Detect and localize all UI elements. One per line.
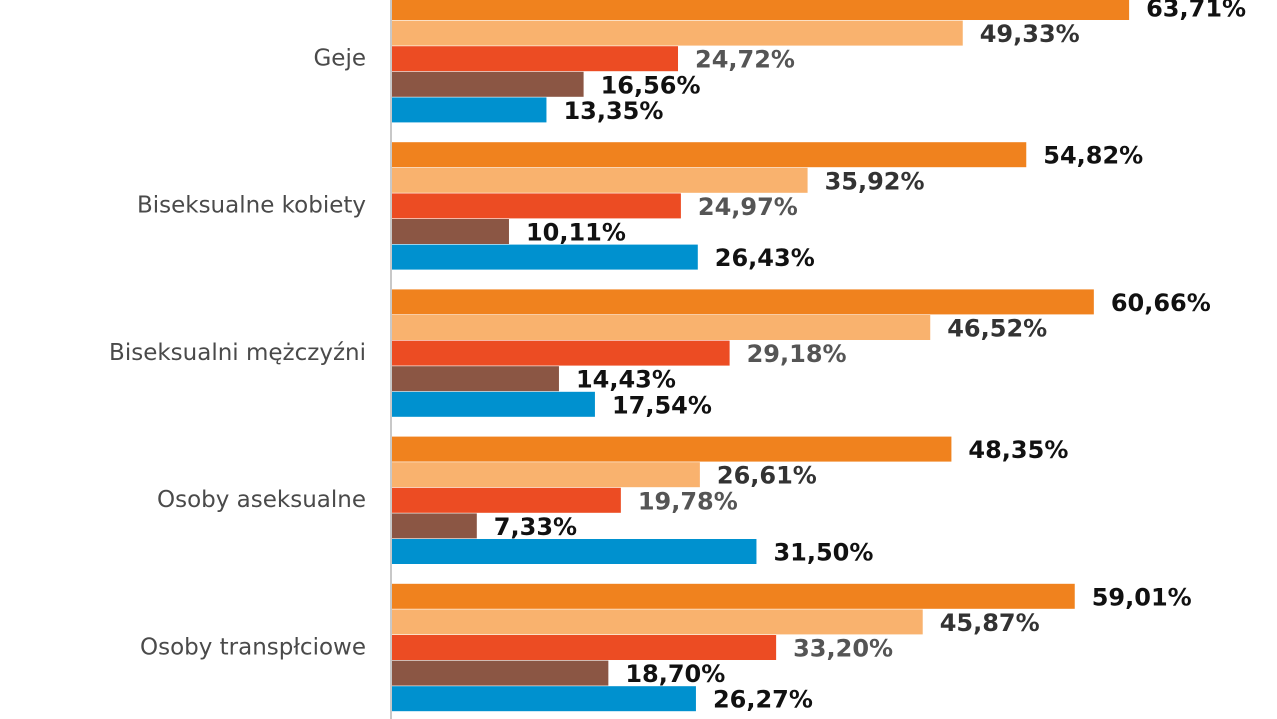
bar xyxy=(392,436,952,462)
bar xyxy=(392,20,963,46)
data-label: 7,33% xyxy=(494,513,577,541)
data-label: 63,71% xyxy=(1146,0,1246,23)
data-label: 24,72% xyxy=(695,46,795,74)
data-label: 18,70% xyxy=(625,660,725,688)
data-label: 29,18% xyxy=(747,340,847,368)
bar xyxy=(392,513,477,539)
bar xyxy=(392,660,609,686)
category-label: Biseksualni mężczyźni xyxy=(109,340,366,366)
category-labels: Geje Biseksualne kobiety Biseksualni mężcz… xyxy=(109,46,366,661)
bar xyxy=(392,219,509,244)
data-label: 17,54% xyxy=(612,391,712,419)
data-label: 26,61% xyxy=(717,462,817,490)
category-label: Osoby transpłciowe xyxy=(140,634,366,660)
data-label: 49,33% xyxy=(980,20,1080,48)
bar xyxy=(392,635,777,660)
data-label: 59,01% xyxy=(1092,583,1192,611)
bar xyxy=(392,97,547,123)
bar xyxy=(392,366,559,392)
data-label: 54,82% xyxy=(1043,142,1143,170)
data-label: 16,56% xyxy=(601,71,701,99)
bar xyxy=(392,289,1094,315)
data-label: 26,27% xyxy=(713,686,813,714)
data-label: 46,52% xyxy=(947,315,1047,343)
bar xyxy=(392,0,1130,20)
bar xyxy=(392,193,681,219)
bar xyxy=(392,462,700,488)
bar xyxy=(392,583,1075,609)
category-label: Osoby aseksualne xyxy=(157,487,366,513)
category-label: Geje xyxy=(313,46,366,72)
data-label: 35,92% xyxy=(825,167,925,195)
data-label: 48,35% xyxy=(968,436,1068,464)
bar xyxy=(392,167,808,193)
data-label: 24,97% xyxy=(698,193,798,221)
bar xyxy=(392,609,923,635)
bar xyxy=(392,46,679,72)
data-label: 19,78% xyxy=(638,487,738,515)
bar xyxy=(392,244,698,270)
data-label: 14,43% xyxy=(576,366,676,394)
data-label: 31,50% xyxy=(773,539,873,567)
data-label: 26,43% xyxy=(715,244,815,272)
data-label: 33,20% xyxy=(793,635,893,663)
bar xyxy=(392,391,595,417)
data-label: 60,66% xyxy=(1111,289,1211,317)
value-labels: 63,71% 49,33% 24,72%16,56%13,35% 54,82% 35,9… xyxy=(494,0,1246,714)
bars xyxy=(392,0,1130,712)
bar xyxy=(392,487,621,513)
data-label: 45,87% xyxy=(940,609,1040,637)
bar xyxy=(392,539,757,564)
data-label: 10,11% xyxy=(526,219,626,247)
bar xyxy=(392,315,931,340)
bar xyxy=(392,71,584,97)
bar xyxy=(392,142,1027,168)
data-label: 13,35% xyxy=(563,97,663,125)
bar xyxy=(392,340,730,366)
category-label: Biseksualne kobiety xyxy=(137,193,366,219)
bar xyxy=(392,686,696,712)
